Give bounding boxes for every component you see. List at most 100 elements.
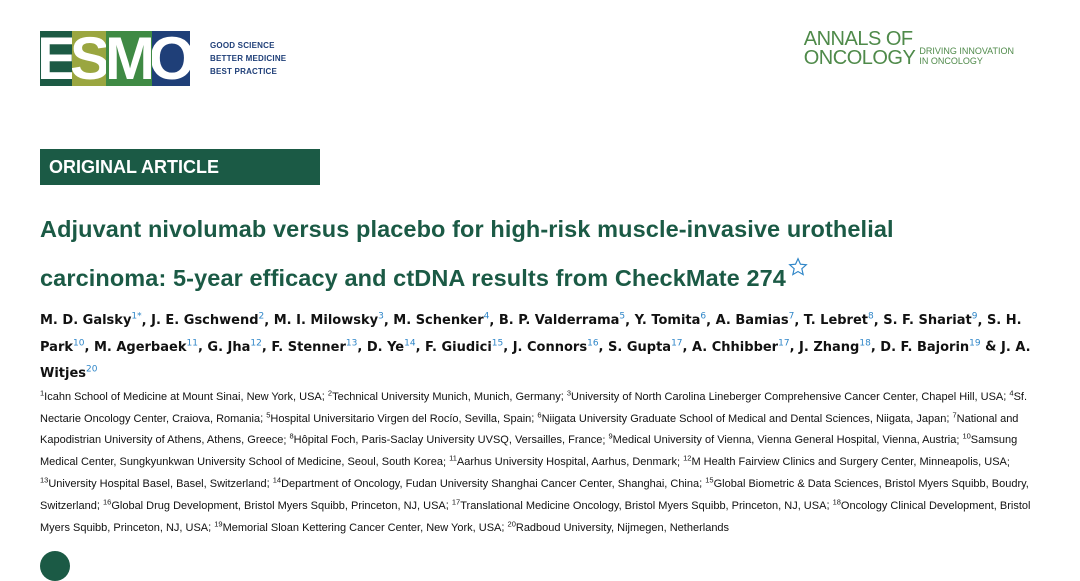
author-name: J. Zhang [799,339,860,355]
affiliation-marker[interactable]: 1* [131,312,142,322]
affiliation-number: 19 [214,519,223,529]
author-name: G. Jha [207,339,251,355]
open-access-icon [40,551,70,581]
affiliation-marker[interactable]: 9 [971,312,978,322]
author-name: Y. Tomita [634,313,701,329]
affiliation-marker[interactable]: 7 [788,312,795,322]
author-name: M. Agerbaek [93,339,187,355]
author: S. F. Shariat9 [883,312,978,329]
author-name: J. A. Witjes [40,339,1031,381]
affiliation-number: 2 [327,388,333,397]
affiliation-marker[interactable]: 5 [619,312,626,322]
affiliation-text: Global Biometric & Data Sciences, Bristo… [40,478,1029,512]
affiliation: 12M Health Fairview Clinics and Surgery … [683,454,1007,469]
affiliation: 14Department of Oncology, Fudan Universi… [273,475,699,490]
author: B. P. Valderrama5 [498,312,626,329]
article-title: Adjuvant nivolumab versus placebo for hi… [40,209,1050,298]
article-title-line-1: Adjuvant nivolumab versus placebo for hi… [40,216,894,242]
affiliation-text: Samsung Medical Center, Sungkyunkwan Uni… [40,434,1018,469]
affiliation-number: 17 [451,497,461,507]
affiliation: 16Global Drug Development, Bristol Myers… [102,497,446,512]
author-name: B. P. Valderrama [498,313,620,329]
affiliation-number: 4 [1009,388,1014,397]
esmo-letter-s: S [72,31,106,86]
affiliation: 11Aarhus University Hospital, Aarhus, De… [449,453,677,469]
affiliation-number: 13 [40,475,49,485]
affiliation-marker[interactable]: 15 [491,338,504,349]
article-type-banner: ORIGINAL ARTICLE [40,149,320,185]
affiliation-marker[interactable]: 12 [250,338,262,349]
author-name: D. Ye [366,339,405,355]
affiliation-marker[interactable]: 13 [345,338,358,349]
affiliation-marker[interactable]: 17 [778,338,790,349]
affiliation-text: Memorial Sloan Kettering Cancer Center, … [222,521,502,534]
esmo-letter-e: E [40,31,72,86]
affiliation-number: 16 [102,497,112,507]
author-name: M. D. Galsky [40,313,132,329]
affiliation-marker[interactable]: 14 [404,338,416,349]
author: M. I. Milowsky3 [273,312,384,329]
author-name: T. Lebret [803,313,869,329]
affiliation-marker[interactable]: 10 [73,338,85,349]
affiliation: 4Sf. Nectarie Oncology Center, Craiova, … [40,388,1028,425]
author: J. E. Gschwend2 [151,312,265,329]
affiliation-text: Oncology Clinical Development, Bristol M… [40,499,1031,534]
affiliation-text: Translational Medicine Oncology, Bristol… [460,499,827,512]
author: G. Jha12 [207,338,262,355]
affiliation-text: Niigata University Graduate School of Me… [541,412,947,425]
affiliation-marker[interactable]: 2 [258,312,265,322]
affiliation-text: Technical University Munich, Munich, Ger… [332,390,561,403]
affiliation: 9Medical University of Vienna, Vienna Ge… [609,432,957,447]
author-name: S. Gupta [608,339,672,355]
journal-tagline: DRIVING INNOVATION IN ONCOLOGY [919,46,1014,66]
author-name: F. Stenner [271,339,346,355]
affiliation: 20Radboud University, Nijmegen, Netherla… [508,519,730,534]
author-list: M. D. Galsky1*, J. E. Gschwend2, M. I. M… [40,312,1031,381]
affiliation: 18Oncology Clinical Development, Bristol… [40,497,1031,534]
star-outline-icon[interactable] [788,249,808,289]
affiliation-number: 3 [566,388,572,397]
affiliation-marker[interactable]: 17 [671,338,683,349]
affiliation-text: Icahn School of Medicine at Mount Sinai,… [44,390,322,403]
affiliation-marker[interactable]: 3 [378,312,384,322]
author: M. Agerbaek11 [93,338,198,355]
affiliation-text: Sf. Nectarie Oncology Center, Craiova, R… [40,390,1028,425]
affiliation-number: 15 [705,475,714,485]
author-name: M. Schenker [393,313,484,329]
affiliation: 10Samsung Medical Center, Sungkyunkwan U… [40,432,1018,469]
author-name: J. E. Gschwend [151,313,259,329]
author: J. Zhang18 [799,338,871,355]
affiliation-marker[interactable]: 16 [587,338,599,349]
author: F. Giudici15 [425,338,504,354]
affiliation-number: 1 [40,388,45,397]
author: F. Stenner13 [271,338,358,355]
affiliation-marker[interactable]: 8 [868,312,874,322]
affiliation-text: Aarhus University Hospital, Aarhus, Denm… [456,456,677,469]
author: D. Ye14 [366,338,416,355]
affiliation-marker[interactable]: 11 [186,338,198,349]
affiliation-marker[interactable]: 18 [859,338,871,349]
affiliation-marker[interactable]: 19 [969,338,981,349]
annals-of-oncology-logo: ANNALS OF ONCOLOGY DRIVING INNOVATION IN… [803,28,1014,68]
esmo-tagline-line: BEST PRACTICE [210,67,278,76]
affiliation-list: 1Icahn School of Medicine at Mount Sinai… [40,388,1031,534]
author: J. Connors16 [513,338,599,354]
affiliation-text: Hospital Universitario Virgen del Rocío,… [270,412,532,425]
esmo-letter-m: M [106,31,152,86]
affiliation-marker[interactable]: 4 [483,312,490,322]
affiliation-number: 11 [449,453,457,463]
esmo-letter-o: O [152,31,190,86]
esmo-tagline-line: BETTER MEDICINE [210,54,287,63]
journal-title: ANNALS OF ONCOLOGY [803,28,916,68]
author-name: S. F. Shariat [883,313,972,329]
affiliation: 17Translational Medicine Oncology, Brist… [451,497,827,512]
affiliation-marker[interactable]: 20 [86,364,98,375]
journal-title-line: ANNALS OF [803,28,913,50]
affiliation-marker[interactable]: 6 [700,312,707,322]
affiliation: 3University of North Carolina Lineberger… [566,388,1003,403]
author-name: M. I. Milowsky [273,313,379,329]
affiliation: 15Global Biometric & Data Sciences, Bris… [40,475,1029,512]
author: T. Lebret8 [803,312,874,329]
author: A. Chhibber17 [692,338,790,354]
affiliation-number: 8 [289,431,294,441]
